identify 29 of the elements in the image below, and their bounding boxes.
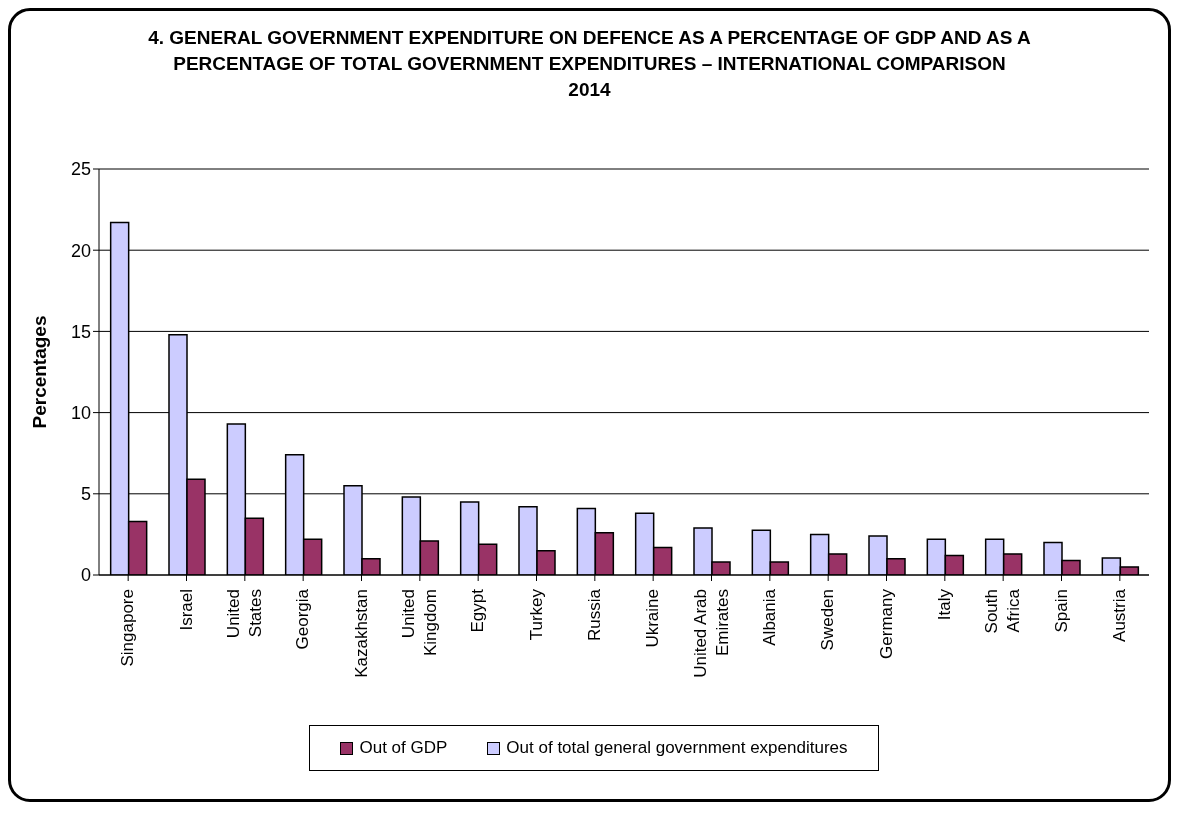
chart-title: 4. GENERAL GOVERNMENT EXPENDITURE ON DEFENCE AS A PERCENTAGE OF GDP AND AS A PERCENTAGE OF TOTAL GOVERNMENT EXPENDITURES – INTERNATIONAL COMPARISON <box>147 26 1032 76</box>
x-tick-label: United Arab Emirates <box>690 589 732 678</box>
y-axis-title: Percentages <box>28 315 50 429</box>
y-tick-label: 25 <box>70 159 91 180</box>
legend-label: Out of total general government expenditures <box>506 738 848 758</box>
x-tick-label: United States <box>223 589 265 639</box>
x-tick-label: Sweden <box>818 589 838 651</box>
x-tick-label: Georgia <box>293 588 313 650</box>
y-tick-label: 20 <box>70 240 91 261</box>
x-tick-label: Israel <box>176 589 196 631</box>
x-tick-label: Austria <box>1109 588 1129 642</box>
chart-subtitle: 2014 <box>567 78 612 102</box>
y-tick-label: 10 <box>70 402 91 423</box>
x-tick-label: Egypt <box>468 588 488 633</box>
x-tick-label: Kazakhstan <box>351 589 371 678</box>
x-tick-label: South Africa <box>982 588 1024 634</box>
x-tick-label: United Kingdom <box>398 589 440 657</box>
y-tick-label: 5 <box>80 484 91 505</box>
y-tick-label: 0 <box>80 565 91 586</box>
x-tick-label: Albania <box>759 588 779 646</box>
x-tick-label: Turkey <box>526 588 546 641</box>
legend-label: Out of GDP <box>359 738 448 758</box>
x-tick-label: Italy <box>934 588 954 621</box>
x-tick-label: Germany <box>876 588 896 659</box>
x-tick-label: Russia <box>584 588 604 641</box>
x-tick-label: Singapore <box>118 589 138 667</box>
x-tick-label: Ukraine <box>643 589 663 648</box>
x-tick-label: Spain <box>1051 589 1071 633</box>
y-tick-label: 15 <box>70 321 91 342</box>
